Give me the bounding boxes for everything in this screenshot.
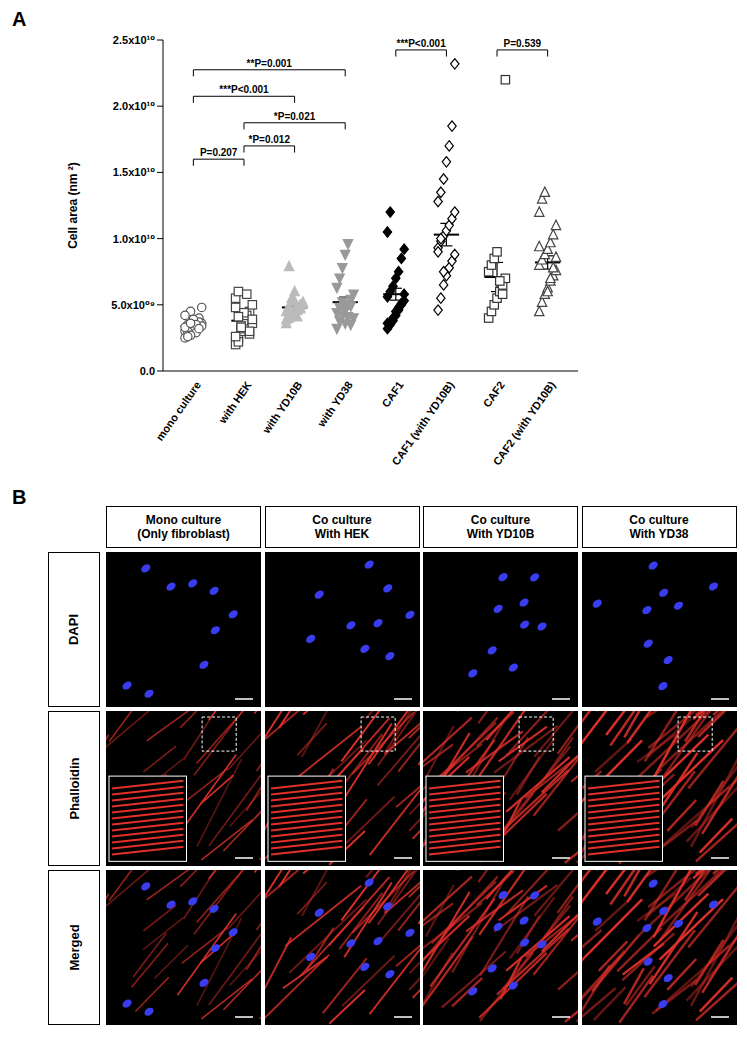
svg-text:1.0x10¹⁰: 1.0x10¹⁰	[113, 233, 155, 245]
html-text:Merged: Merged	[66, 924, 82, 971]
svg-text:*P=0.021: *P=0.021	[274, 111, 316, 122]
svg-text:**P=0.001: **P=0.001	[247, 58, 293, 69]
html-text:Phalloidin: Phalloidin	[66, 757, 82, 820]
svg-text:Cell area (nm ²): Cell area (nm ²)	[66, 162, 80, 249]
svg-text:***P<0.001: ***P<0.001	[397, 38, 447, 49]
html-text:(Only fibroblast): (Only fibroblast)	[137, 527, 230, 541]
svg-text:with HEK: with HEK	[216, 379, 254, 426]
html-text:Co culture: Co culture	[629, 513, 689, 527]
svg-text:with YD10B: with YD10B	[259, 379, 304, 436]
html-text:Co culture: Co culture	[312, 513, 372, 527]
svg-text:2.5x10¹⁰: 2.5x10¹⁰	[113, 34, 155, 46]
html-text:B: B	[12, 486, 27, 508]
html-text:A: A	[12, 8, 27, 30]
svg-text:5.0x10⁰⁹: 5.0x10⁰⁹	[111, 299, 155, 311]
svg-text:***P<0.001: ***P<0.001	[219, 84, 269, 95]
svg-text:CAF2: CAF2	[481, 379, 507, 409]
svg-text:*P=0.012: *P=0.012	[249, 134, 291, 145]
svg-text:2.0x10¹⁰: 2.0x10¹⁰	[113, 100, 155, 112]
svg-text:CAF2 (with YD10B): CAF2 (with YD10B)	[491, 379, 558, 468]
html-text:Co culture: Co culture	[470, 513, 531, 527]
html-text:Mono culture: Mono culture	[145, 513, 222, 527]
svg-text:with YD38: with YD38	[315, 379, 355, 430]
html-text:DAPI: DAPI	[66, 614, 82, 645]
html-text:With YD10B: With YD10B	[466, 527, 535, 541]
svg-text:CAF1 (with YD10B): CAF1 (with YD10B)	[389, 379, 456, 468]
svg-text:0.0: 0.0	[140, 365, 155, 377]
svg-text:mono culture: mono culture	[153, 379, 203, 443]
svg-text:CAF1: CAF1	[379, 379, 405, 409]
html-text:With HEK: With HEK	[314, 527, 370, 541]
html-text:With YD38: With YD38	[629, 527, 689, 541]
svg-text:1.5x10¹⁰: 1.5x10¹⁰	[113, 166, 155, 178]
svg-text:P=0.207: P=0.207	[200, 147, 238, 158]
svg-text:P=0.539: P=0.539	[504, 38, 542, 49]
